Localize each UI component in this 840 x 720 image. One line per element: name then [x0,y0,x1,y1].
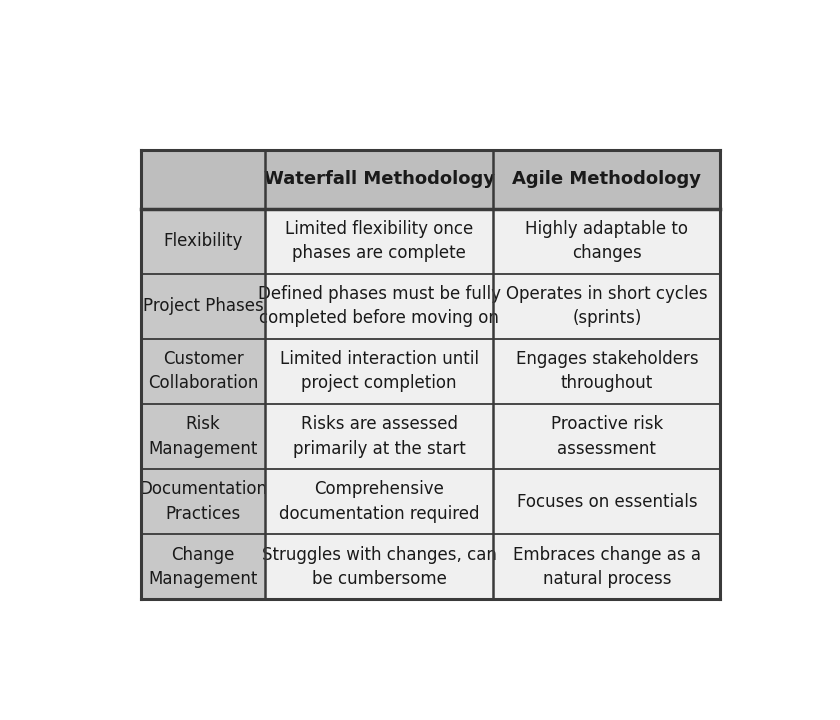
Text: Risk
Management: Risk Management [149,415,258,458]
Bar [265,339,493,404]
Text: Engages stakeholders
throughout: Engages stakeholders throughout [516,350,698,392]
Text: Change
Management: Change Management [149,546,258,588]
Bar [265,469,493,534]
Text: Limited flexibility once
phases are complete: Limited flexibility once phases are comp… [285,220,474,262]
Text: Struggles with changes, can
be cumbersome: Struggles with changes, can be cumbersom… [262,546,496,588]
Bar [141,150,265,209]
Text: Highly adaptable to
changes: Highly adaptable to changes [526,220,689,262]
Text: Limited interaction until
project completion: Limited interaction until project comple… [280,350,479,392]
Bar [493,339,721,404]
Bar [141,404,265,469]
Bar [493,404,721,469]
Bar [141,534,265,599]
Text: Operates in short cycles
(sprints): Operates in short cycles (sprints) [507,285,708,328]
Bar [493,150,721,209]
Bar [265,150,493,209]
Text: Agile Methodology: Agile Methodology [512,171,701,189]
Bar [493,534,721,599]
Bar [265,534,493,599]
Bar [265,404,493,469]
Bar [141,469,265,534]
Text: Defined phases must be fully
completed before moving on: Defined phases must be fully completed b… [258,285,501,328]
Bar [141,339,265,404]
Text: Risks are assessed
primarily at the start: Risks are assessed primarily at the star… [293,415,465,458]
Bar [141,274,265,339]
Text: Proactive risk
assessment: Proactive risk assessment [551,415,663,458]
Text: Waterfall Methodology: Waterfall Methodology [264,171,495,189]
Text: Project Phases: Project Phases [143,297,264,315]
Text: Customer
Collaboration: Customer Collaboration [148,350,258,392]
Bar [141,209,265,274]
Bar [265,274,493,339]
Text: Comprehensive
documentation required: Comprehensive documentation required [279,480,480,523]
Bar [265,209,493,274]
Bar [493,274,721,339]
Bar [493,209,721,274]
Text: Focuses on essentials: Focuses on essentials [517,492,697,510]
Text: Documentation
Practices: Documentation Practices [139,480,267,523]
Text: Embraces change as a
natural process: Embraces change as a natural process [513,546,701,588]
Text: Flexibility: Flexibility [164,232,243,250]
Bar [493,469,721,534]
